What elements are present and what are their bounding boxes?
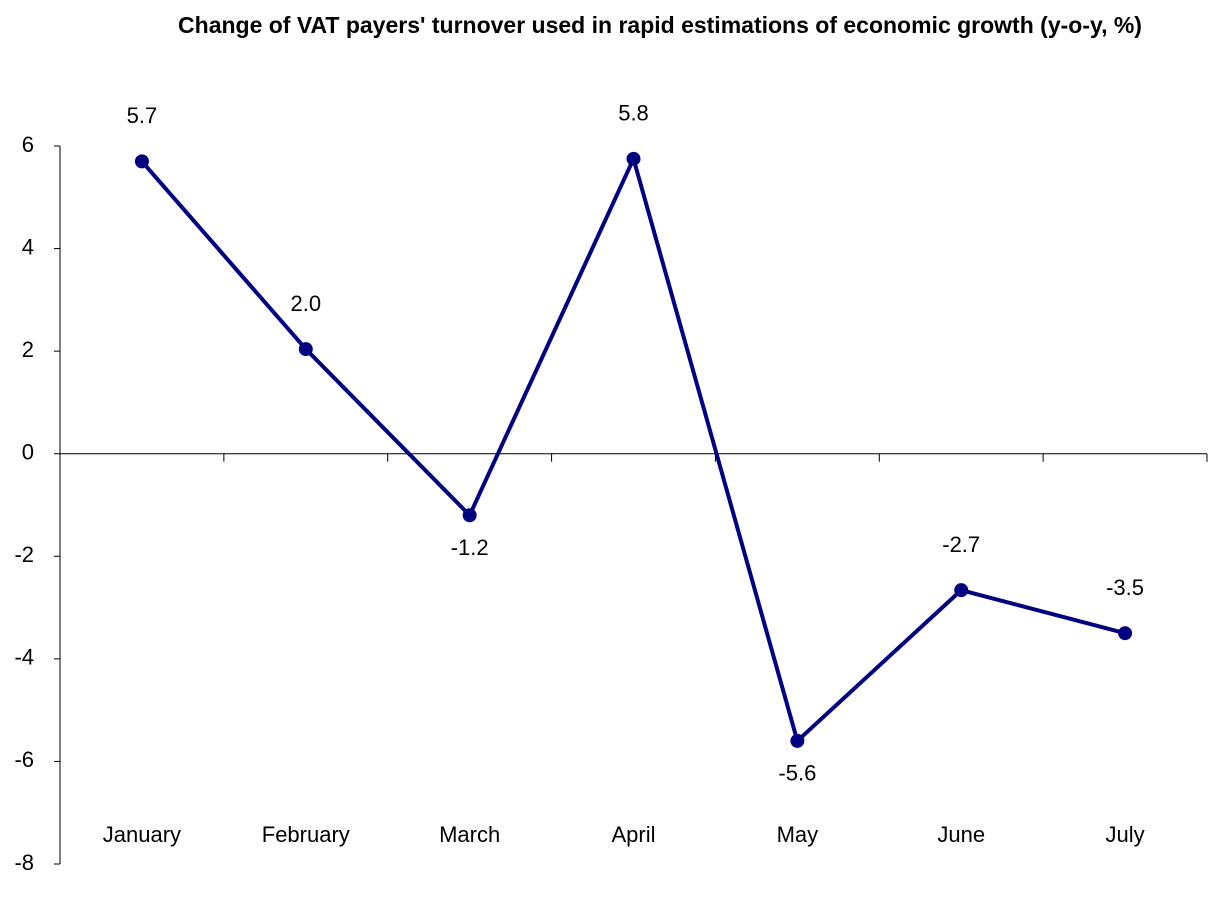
data-label: -2.7 — [942, 532, 980, 557]
data-point — [790, 733, 805, 748]
data-label: -1.2 — [451, 535, 489, 560]
y-tick-label: -6 — [14, 747, 34, 772]
x-tick-label: March — [439, 822, 500, 847]
x-tick-label: January — [103, 822, 181, 847]
data-point — [1118, 626, 1133, 641]
data-point — [626, 151, 641, 166]
data-label: -3.5 — [1106, 575, 1144, 600]
y-tick-label: -8 — [14, 850, 34, 875]
y-tick-label: -4 — [14, 645, 34, 670]
data-label: 5.7 — [127, 103, 158, 128]
data-label: 5.8 — [618, 101, 649, 126]
data-point — [462, 508, 477, 523]
x-tick-label: February — [262, 822, 350, 847]
data-label: -5.6 — [778, 761, 816, 786]
x-tick-label: June — [937, 822, 985, 847]
x-tick-label: May — [777, 822, 819, 847]
data-line — [140, 156, 1126, 743]
x-tick-label: April — [611, 822, 655, 847]
data-point — [298, 342, 313, 357]
y-tick-label: 2 — [22, 337, 34, 362]
y-tick-label: 0 — [22, 440, 34, 465]
x-tick-label: July — [1106, 822, 1145, 847]
data-point — [954, 583, 969, 598]
data-point — [134, 154, 149, 169]
y-tick-label: 4 — [22, 234, 34, 259]
chart-title: Change of VAT payers' turnover used in r… — [178, 12, 1142, 38]
y-tick-label: 6 — [22, 132, 34, 157]
y-tick-label: -2 — [14, 542, 34, 567]
data-label: 2.0 — [290, 291, 321, 316]
